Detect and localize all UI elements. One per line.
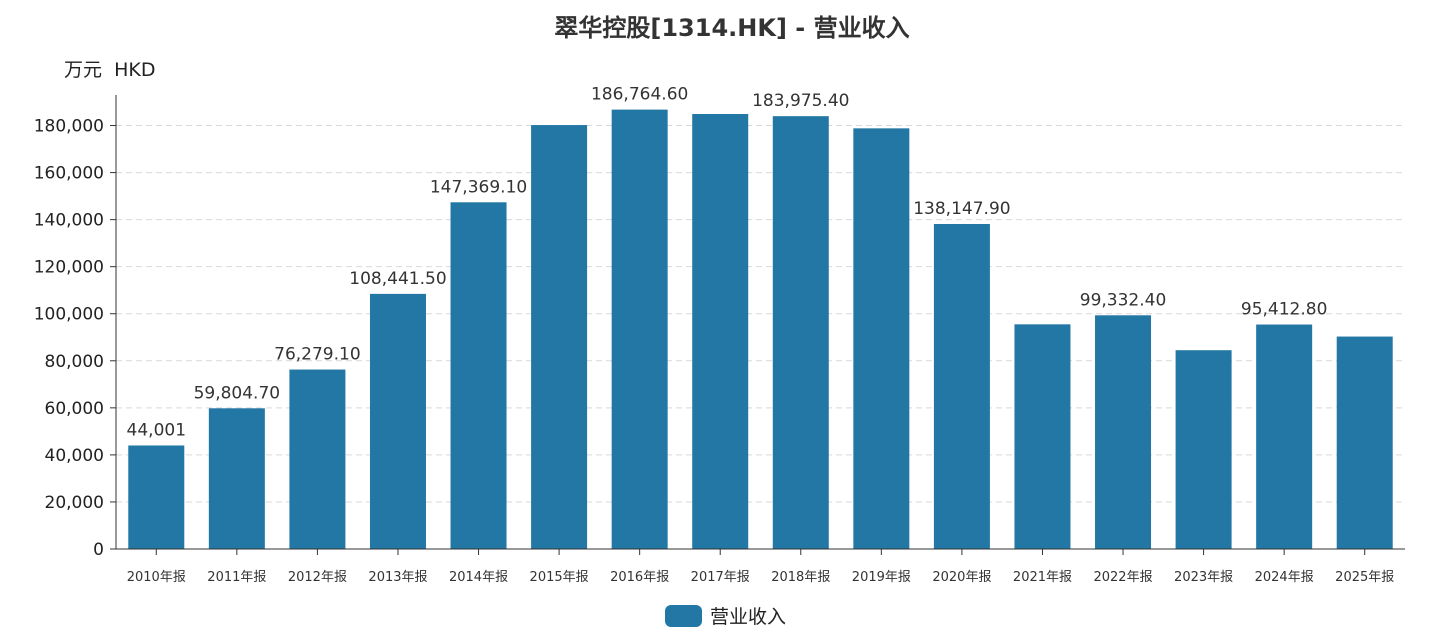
data-label: 99,332.40	[1080, 290, 1167, 310]
x-tick-label: 2011年报	[207, 570, 266, 585]
legend-label[interactable]: 营业收入	[710, 606, 786, 628]
data-label: 108,441.50	[349, 269, 446, 289]
y-tick-label: 120,000	[34, 258, 104, 278]
data-label: 76,279.10	[274, 345, 361, 365]
axes: 0 20,000 40,000 60,000 80,000 100,000 120,000 1…	[34, 95, 1405, 585]
y-tick-label: 40,000	[45, 446, 104, 466]
bar[interactable]	[208, 408, 265, 549]
y-tick-label: 180,000	[34, 117, 104, 137]
bar[interactable]	[772, 116, 829, 549]
data-labels: 44,001 59,804.70 76,279.10 108,441.50 147,36…	[127, 85, 1328, 441]
data-label: 138,147.90	[913, 199, 1010, 219]
x-tick-label: 2018年报	[771, 570, 830, 585]
bar[interactable]	[1256, 324, 1313, 549]
y-tick-label: 0	[93, 540, 104, 560]
bar[interactable]	[128, 445, 185, 549]
x-tick-label: 2023年报	[1174, 570, 1233, 585]
bar[interactable]	[531, 125, 588, 549]
bar[interactable]	[289, 369, 346, 549]
x-tick-label: 2024年报	[1255, 570, 1314, 585]
y-axis-unit-label: 万元 HKD	[64, 59, 155, 81]
bar[interactable]	[853, 128, 910, 549]
bar[interactable]	[1014, 324, 1071, 549]
bars	[128, 109, 1393, 550]
x-tick-label: 2013年报	[368, 570, 427, 585]
legend-swatch[interactable]	[665, 605, 702, 627]
x-tick-label: 2019年报	[852, 570, 911, 585]
data-label: 95,412.80	[1241, 300, 1328, 320]
x-tick-label: 2021年报	[1013, 570, 1072, 585]
bar[interactable]	[611, 109, 668, 550]
x-tick-label: 2014年报	[449, 570, 508, 585]
x-tick-label: 2025年报	[1335, 570, 1394, 585]
bar[interactable]	[1095, 315, 1152, 549]
y-tick-label: 80,000	[45, 352, 104, 372]
y-tick-label: 140,000	[34, 211, 104, 231]
bar[interactable]	[450, 202, 507, 549]
legend[interactable]: 营业收入	[665, 605, 786, 628]
data-label: 183,975.40	[752, 91, 849, 111]
data-label: 186,764.60	[591, 85, 688, 105]
y-tick-label: 60,000	[45, 399, 104, 419]
x-tick-label: 2010年报	[127, 570, 186, 585]
x-tick-label: 2020年报	[932, 570, 991, 585]
bar[interactable]	[692, 113, 749, 550]
chart-title: 翠华控股[1314.HK] - 营业收入	[554, 14, 909, 42]
x-tick-label: 2012年报	[288, 570, 347, 585]
x-tick-label: 2022年报	[1093, 570, 1152, 585]
data-label: 59,804.70	[194, 383, 281, 403]
x-tick-label: 2015年报	[530, 570, 589, 585]
bar[interactable]	[933, 223, 990, 549]
y-tick-label: 20,000	[45, 493, 104, 513]
data-label: 44,001	[127, 420, 186, 440]
y-tick-label: 160,000	[34, 164, 104, 184]
data-label: 147,369.10	[430, 177, 527, 197]
bar[interactable]	[369, 293, 426, 549]
x-tick-label: 2017年报	[691, 570, 750, 585]
bar[interactable]	[1336, 336, 1393, 549]
bar[interactable]	[1175, 350, 1232, 549]
x-tick-label: 2016年报	[610, 570, 669, 585]
y-tick-label: 100,000	[34, 305, 104, 325]
